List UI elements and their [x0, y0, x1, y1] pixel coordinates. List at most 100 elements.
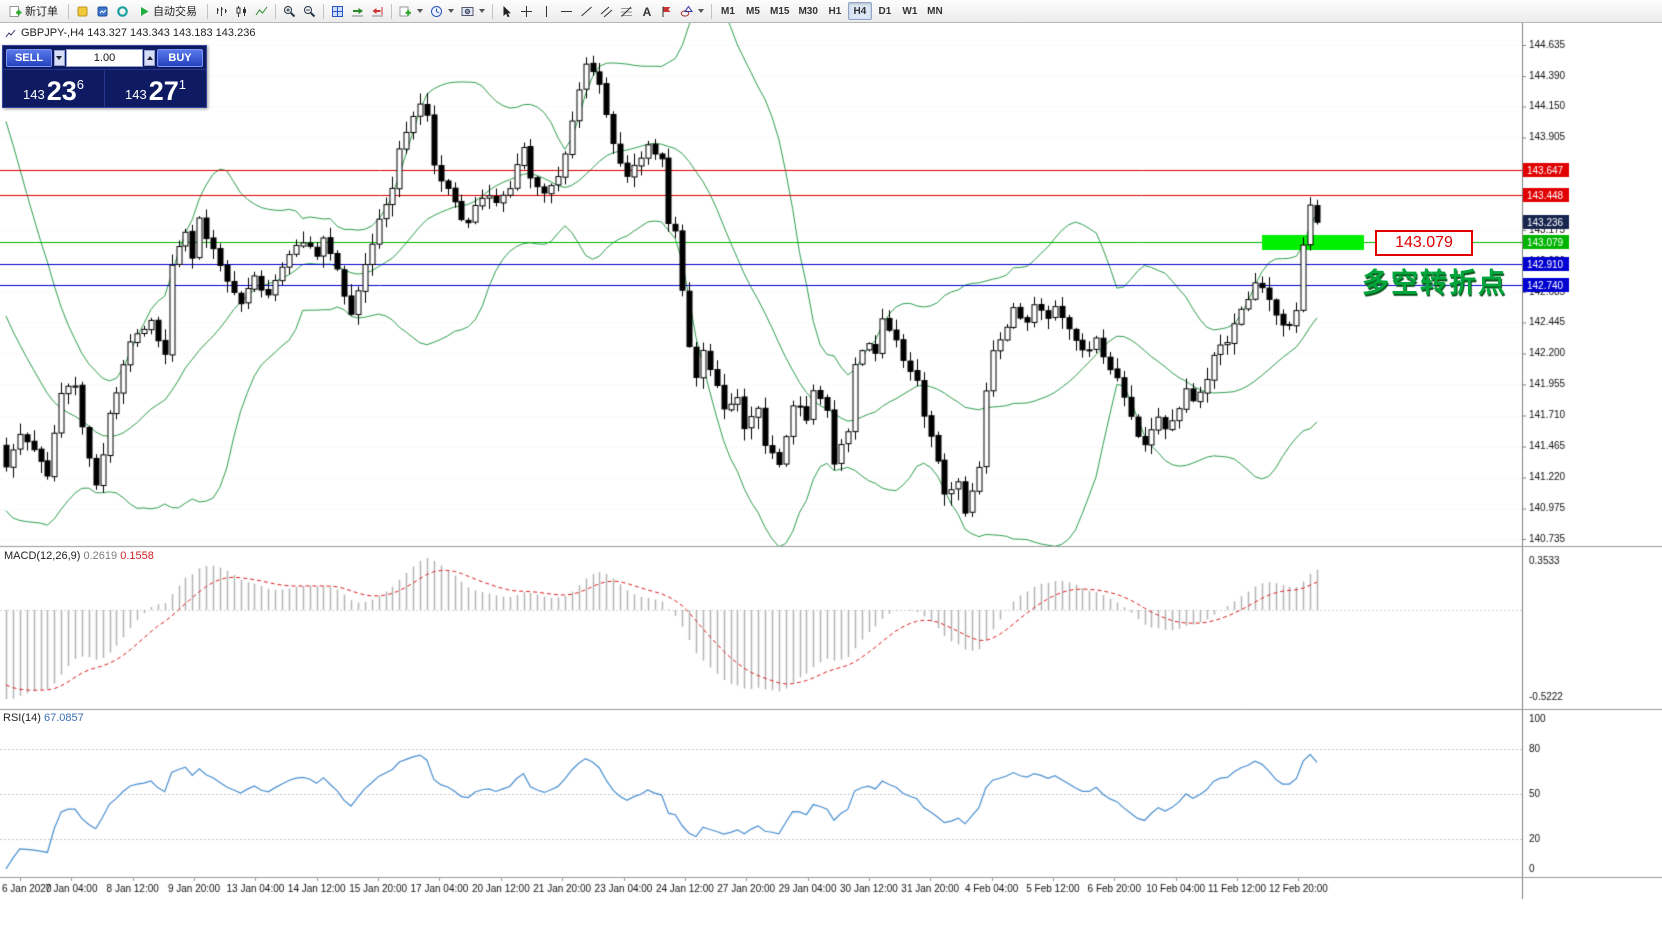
dropdown-caret-icon	[417, 9, 423, 13]
timeframe-h4-button[interactable]: H4	[847, 2, 872, 20]
chart-window: GBPJPY-,H4 143.327 143.343 143.183 143.2…	[0, 23, 1662, 946]
vertical-line-button[interactable]	[537, 2, 556, 21]
text-button[interactable]: A	[637, 2, 656, 21]
buy-price-pips: 27	[148, 76, 179, 107]
dropdown-caret-icon	[448, 9, 454, 13]
toolbar-separator	[711, 3, 712, 19]
metaeditor-icon	[77, 6, 88, 16]
screenshot-button[interactable]	[458, 2, 488, 21]
new-order-button[interactable]: 新订单	[3, 2, 64, 21]
toolbar-separator	[275, 3, 276, 19]
bar-chart-button[interactable]	[212, 2, 231, 21]
chart-marker-icon	[5, 29, 16, 37]
dropdown-caret-icon	[479, 9, 485, 13]
screenshot-icon	[461, 6, 474, 16]
chart-shift-icon	[372, 6, 383, 16]
zoom-in-icon	[284, 5, 296, 17]
sell-price-main: 143	[23, 87, 45, 103]
autotrading-play-icon	[141, 6, 149, 16]
profiles-clock-icon	[431, 5, 442, 17]
auto-scroll-icon	[352, 7, 363, 16]
sell-price-point: 6	[76, 77, 84, 92]
shapes-icon	[680, 5, 693, 17]
zoom-out-icon	[304, 5, 316, 17]
price-callout-label[interactable]: 143.079	[1375, 230, 1473, 256]
timeframe-m15-button[interactable]: M15	[766, 2, 793, 20]
shapes-button[interactable]	[677, 2, 707, 21]
line-chart-icon	[255, 6, 268, 15]
macd-indicator-label: MACD(12,26,9) 0.2619 0.1558	[4, 550, 154, 562]
arrow-label-icon	[662, 6, 671, 17]
vertical-line-icon	[546, 5, 547, 17]
sell-price-pips: 23	[46, 76, 77, 107]
toolbar-separator	[323, 3, 324, 19]
new-order-icon	[9, 5, 22, 17]
toolbar-separator	[391, 3, 392, 19]
horizontal-line-icon	[561, 10, 572, 12]
sell-price[interactable]: 143 23 6	[3, 70, 104, 107]
timeframe-m30-button[interactable]: M30	[794, 2, 821, 20]
cursor-icon	[503, 5, 511, 17]
crosshair-button[interactable]	[517, 2, 536, 21]
chart-title-text: GBPJPY-,H4 143.327 143.343 143.183 143.2…	[21, 27, 256, 39]
equidistant-channel-button[interactable]	[597, 2, 616, 21]
new-chart-button[interactable]	[396, 2, 426, 21]
crosshair-icon	[521, 5, 532, 17]
profiles-button[interactable]	[427, 2, 457, 21]
zoom-out-button[interactable]	[300, 2, 319, 21]
bar-chart-icon	[217, 6, 227, 16]
lot-size-input[interactable]	[65, 49, 144, 67]
trendline-icon	[581, 6, 592, 16]
tile-windows-button[interactable]	[328, 2, 347, 21]
candlestick-chart-icon	[236, 5, 246, 17]
strategy-tester-button[interactable]	[113, 2, 132, 21]
timeframe-w1-button[interactable]: W1	[898, 2, 922, 20]
macd-name: MACD(12,26,9)	[4, 550, 81, 562]
turning-point-note[interactable]: 多空转折点	[1362, 268, 1507, 298]
toolbar-separator	[492, 3, 493, 19]
buy-price-main: 143	[125, 87, 147, 103]
sell-button[interactable]: SELL	[6, 49, 52, 67]
arrow-label-button[interactable]	[657, 2, 676, 21]
rsi-value: 67.0857	[43, 712, 84, 724]
buy-price[interactable]: 143 27 1	[104, 70, 206, 107]
triangle-up-icon	[146, 56, 153, 60]
autotrading-label: 自动交易	[153, 6, 197, 18]
market-watch-icon	[97, 6, 108, 16]
cursor-button[interactable]	[497, 2, 516, 21]
new-chart-icon	[399, 6, 411, 16]
new-order-label: 新订单	[25, 6, 58, 18]
svg-text:A: A	[643, 5, 652, 18]
buy-button[interactable]: BUY	[157, 49, 203, 67]
price-chart-canvas[interactable]	[0, 23, 1662, 946]
tile-windows-icon	[332, 5, 343, 17]
lot-increase-button[interactable]	[144, 50, 155, 66]
lot-decrease-button[interactable]	[54, 50, 65, 66]
buy-price-point: 1	[178, 77, 186, 92]
triangle-down-icon	[56, 56, 63, 60]
zoom-in-button[interactable]	[280, 2, 299, 21]
text-icon: A	[643, 5, 652, 18]
horizontal-line-button[interactable]	[557, 2, 576, 21]
toolbar-separator	[207, 3, 208, 19]
market-watch-button[interactable]	[93, 2, 112, 21]
autotrading-button[interactable]: 自动交易	[133, 2, 203, 21]
timeframe-d1-button[interactable]: D1	[873, 2, 897, 20]
timeframe-h1-button[interactable]: H1	[823, 2, 847, 20]
auto-scroll-button[interactable]	[348, 2, 367, 21]
candlestick-chart-button[interactable]	[232, 2, 251, 21]
trendline-button[interactable]	[577, 2, 596, 21]
timeframe-mn-button[interactable]: MN	[923, 2, 947, 20]
macd-signal-value: 0.1558	[120, 550, 154, 562]
equidistant-channel-icon	[600, 6, 613, 17]
fibonacci-icon	[621, 6, 632, 17]
timeframe-m5-button[interactable]: M5	[741, 2, 765, 20]
metaeditor-button[interactable]	[73, 2, 92, 21]
chart-shift-button[interactable]	[368, 2, 387, 21]
rsi-indicator-label: RSI(14) 67.0857	[3, 712, 84, 724]
timeframe-m1-button[interactable]: M1	[716, 2, 740, 20]
line-chart-button[interactable]	[252, 2, 271, 21]
fibonacci-button[interactable]	[617, 2, 636, 21]
